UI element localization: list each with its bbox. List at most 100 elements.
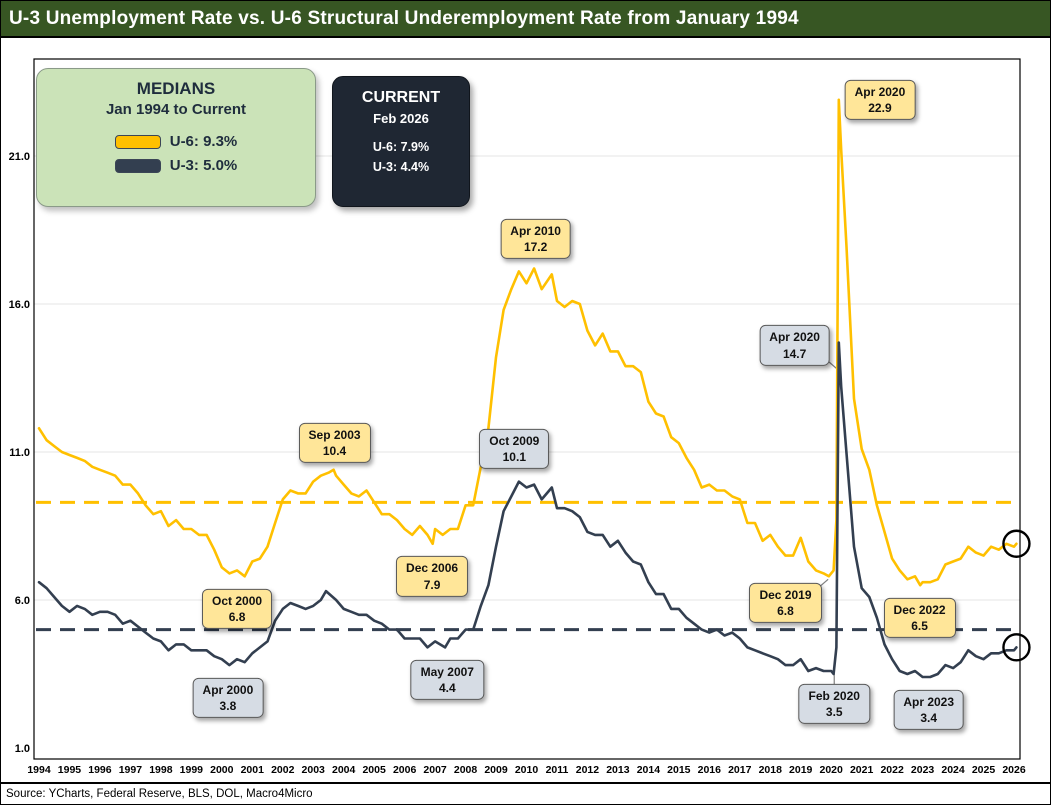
- x-axis-tick-label: 2010: [515, 764, 539, 776]
- u3-color-swatch-icon: [114, 158, 161, 173]
- current-box-subtitle: Feb 2026: [373, 111, 429, 126]
- callout-value: 10.1: [502, 450, 526, 465]
- callout-date: Apr 2020: [854, 84, 906, 99]
- callout-value: 17.2: [523, 239, 548, 254]
- callout-date: Apr 2000: [202, 682, 254, 697]
- x-axis-tick-label: 2022: [880, 764, 904, 776]
- legend-item-u6-median: U-6: 9.3%: [114, 133, 238, 150]
- x-axis-tick-label: 1994: [27, 764, 51, 776]
- x-axis-tick-label: 2005: [362, 764, 386, 776]
- callout-value: 4.4: [438, 680, 456, 695]
- y-axis-tick-label: 16.0: [9, 299, 30, 311]
- callout-feb-2020: Feb 2020 3.5: [798, 683, 870, 724]
- callout-may-2007: May 2007 4.4: [410, 659, 484, 701]
- callout-apr-2000: Apr 2000 3.8: [192, 677, 264, 718]
- plot-frame: [33, 58, 1021, 760]
- callout-oct-2000: Oct 2000 6.8: [202, 588, 273, 630]
- x-axis-tick-label: 2008: [454, 764, 478, 776]
- u6-color-swatch-icon: [114, 134, 161, 149]
- x-axis-tick-label: 2025: [972, 764, 996, 776]
- callout-value: 3.8: [219, 698, 237, 713]
- callout-apr-2020: Apr 2020 22.9: [844, 79, 916, 120]
- callout-date: Feb 2020: [808, 688, 860, 703]
- callout-date: Dec 2006: [406, 561, 459, 576]
- callout-value: 7.9: [423, 577, 441, 592]
- x-axis-tick-label: 2011: [546, 764, 569, 776]
- callout-apr-2020: Apr 2020 14.7: [759, 325, 830, 366]
- y-axis-tick-label: 21.0: [9, 151, 30, 163]
- callout-date: Oct 2000: [212, 593, 263, 608]
- x-axis-tick-label: 2018: [759, 764, 783, 776]
- medians-legend-subtitle: Jan 1994 to Current: [105, 101, 247, 118]
- u6-series-line: [37, 98, 1018, 587]
- callout-value: 3.5: [825, 704, 843, 719]
- x-axis-tick-label: 2012: [576, 764, 600, 776]
- callout-date: Dec 2019: [759, 587, 812, 602]
- callout-oct-2009: Oct 2009 10.1: [479, 428, 550, 470]
- callout-date: Dec 2022: [893, 602, 946, 617]
- u3-series-line: [37, 341, 1018, 679]
- medians-legend-title: MEDIANS: [136, 79, 216, 98]
- source-bar: Source: YCharts, Federal Reserve, BLS, D…: [1, 782, 1050, 803]
- x-axis-tick-label: 2026: [1002, 764, 1026, 776]
- x-axis-tick-label: 2016: [698, 764, 722, 776]
- x-axis-tick-label: 2006: [393, 764, 417, 776]
- x-axis-tick-label: 2013: [606, 764, 630, 776]
- callout-value: 10.4: [322, 444, 347, 459]
- callout-date: Sep 2003: [308, 427, 361, 442]
- x-axis-tick-label: 2020: [820, 764, 844, 776]
- callout-value: 14.7: [782, 346, 807, 361]
- callout-apr-2010: Apr 2010 17.2: [500, 218, 571, 260]
- x-axis-tick-label: 2021: [850, 764, 874, 776]
- x-axis-tick-label: 1996: [88, 764, 112, 776]
- x-axis-tick-label: 2001: [241, 764, 265, 776]
- callout-date: Oct 2009: [489, 433, 540, 448]
- y-axis-tick-label: 6.0: [15, 595, 30, 607]
- source-text: Source: YCharts, Federal Reserve, BLS, D…: [6, 787, 313, 800]
- callout-value: 6.5: [911, 618, 928, 633]
- x-axis-tick-label: 2002: [271, 764, 295, 776]
- callout-dec-2019: Dec 2019 6.8: [749, 582, 822, 624]
- callout-dec-2006: Dec 2006 7.9: [396, 556, 469, 597]
- callout-date: May 2007: [420, 664, 474, 679]
- x-axis-tick-label: 1999: [180, 764, 204, 776]
- callout-date: Apr 2010: [510, 223, 561, 238]
- u6-current-label: U-6: 7.9%: [372, 140, 430, 154]
- x-axis-tick-label: 2015: [667, 764, 691, 776]
- u3-median-label: U-3: 5.0%: [169, 157, 238, 174]
- u6-endpoint-circle: [1002, 529, 1031, 558]
- x-axis-tick-label: 2023: [911, 764, 935, 776]
- x-axis-tick-label: 1995: [58, 764, 82, 776]
- x-axis-tick-label: 2024: [941, 764, 965, 776]
- current-values-box: CURRENT Feb 2026 U-6: 7.9% U-3: 4.4%: [332, 76, 470, 207]
- x-axis-tick-label: 2003: [302, 764, 326, 776]
- callout-dec-2022: Dec 2022 6.5: [883, 597, 956, 638]
- x-axis-tick-label: 2014: [637, 764, 661, 776]
- x-axis-tick-label: 2007: [423, 764, 447, 776]
- x-axis-tick-label: 2017: [728, 764, 752, 776]
- chart-canvas: 21.0 16.0 11.0 6.0 1.0 1994 1995 1996 1997 1998 19…: [9, 58, 1031, 776]
- page-title: U-3 Unemployment Rate vs. U-6 Structural…: [9, 7, 799, 29]
- callout-apr-2023: Apr 2023 3.4: [893, 689, 965, 730]
- callout-value: 6.8: [228, 609, 246, 624]
- u3-endpoint-circle: [1002, 633, 1031, 662]
- current-box-title: CURRENT: [361, 89, 441, 106]
- x-axis-tick-label: 2004: [332, 764, 356, 776]
- callout-sep-2003: Sep 2003 10.4: [298, 422, 371, 464]
- callout-value: 6.8: [777, 603, 794, 618]
- medians-legend-box: MEDIANS Jan 1994 to Current U-6: 9.3% U-…: [36, 68, 316, 207]
- callout-date: Apr 2023: [903, 694, 955, 709]
- x-axis-tick-label: 1998: [149, 764, 173, 776]
- u3-current-label: U-3: 4.4%: [372, 160, 430, 174]
- title-bar: U-3 Unemployment Rate vs. U-6 Structural…: [1, 1, 1050, 38]
- y-axis-tick-label: 11.0: [9, 447, 30, 459]
- y-axis-tick-label: 1.0: [15, 743, 30, 755]
- u6-median-label: U-6: 9.3%: [169, 133, 238, 150]
- callout-value: 3.4: [920, 710, 938, 725]
- legend-item-u3-median: U-3: 5.0%: [114, 157, 238, 174]
- x-axis-tick-label: 2019: [789, 764, 813, 776]
- x-axis-tick-label: 2000: [210, 764, 234, 776]
- callout-value: 22.9: [868, 100, 892, 115]
- x-axis-tick-label: 1997: [119, 764, 143, 776]
